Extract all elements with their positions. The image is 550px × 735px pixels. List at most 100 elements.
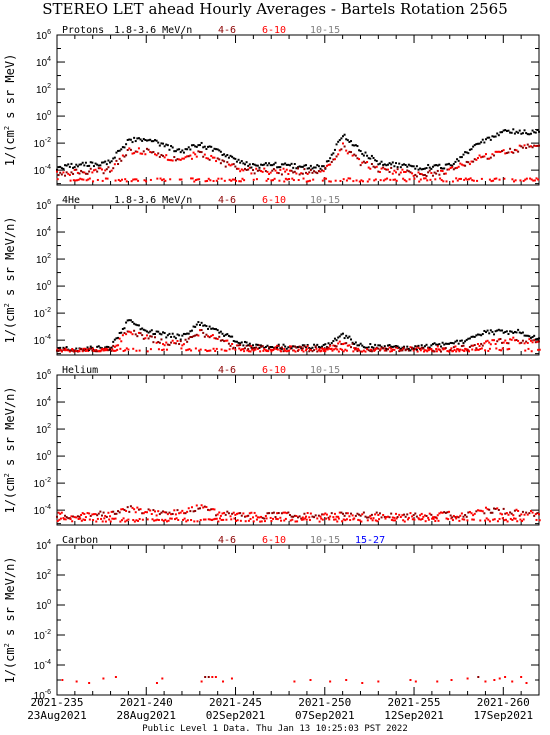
data-point bbox=[263, 348, 266, 351]
data-point bbox=[165, 341, 168, 344]
data-point bbox=[226, 161, 229, 164]
data-point bbox=[67, 172, 70, 175]
data-point bbox=[455, 350, 458, 353]
data-point bbox=[509, 330, 512, 333]
data-point bbox=[518, 514, 521, 517]
data-point bbox=[388, 344, 391, 347]
data-point bbox=[179, 338, 182, 341]
data-point bbox=[377, 344, 380, 347]
data-point bbox=[322, 513, 325, 516]
data-point bbox=[260, 170, 263, 173]
data-point bbox=[532, 179, 535, 182]
data-point bbox=[529, 510, 532, 513]
data-point bbox=[268, 346, 271, 349]
data-point bbox=[216, 157, 219, 160]
data-point bbox=[220, 177, 223, 180]
data-point bbox=[468, 178, 471, 181]
data-point bbox=[173, 150, 176, 153]
data-point bbox=[478, 333, 481, 336]
data-point bbox=[250, 166, 253, 169]
data-point bbox=[472, 145, 475, 148]
data-point bbox=[506, 348, 509, 351]
data-point bbox=[269, 171, 272, 174]
data-point bbox=[331, 349, 334, 352]
data-point bbox=[109, 520, 112, 523]
data-point bbox=[110, 349, 113, 352]
data-point bbox=[110, 169, 113, 172]
data-point bbox=[269, 345, 272, 348]
data-point bbox=[253, 511, 256, 514]
data-point bbox=[176, 158, 179, 161]
data-point bbox=[451, 164, 454, 167]
data-point bbox=[359, 514, 362, 517]
data-point bbox=[497, 134, 500, 137]
data-point bbox=[391, 345, 394, 348]
data-point bbox=[477, 348, 480, 351]
data-point bbox=[408, 178, 411, 181]
data-point bbox=[56, 170, 58, 173]
data-point bbox=[219, 514, 222, 517]
data-point bbox=[232, 346, 235, 349]
data-point bbox=[313, 166, 316, 169]
data-point bbox=[253, 172, 256, 175]
data-point bbox=[393, 348, 396, 351]
data-point bbox=[125, 143, 128, 146]
data-point bbox=[441, 167, 444, 170]
data-point bbox=[96, 345, 99, 348]
data-point bbox=[59, 165, 62, 168]
data-point bbox=[276, 171, 279, 174]
data-point bbox=[352, 180, 355, 183]
legend-10-15: 10-15 bbox=[310, 365, 340, 376]
data-point bbox=[252, 178, 255, 181]
data-point bbox=[383, 349, 386, 352]
data-point bbox=[493, 507, 496, 510]
data-point bbox=[449, 514, 452, 517]
data-point bbox=[113, 156, 116, 159]
data-point bbox=[217, 520, 220, 523]
data-point bbox=[395, 171, 398, 174]
data-point bbox=[525, 177, 528, 180]
data-point bbox=[359, 350, 362, 353]
data-point bbox=[297, 179, 300, 182]
data-point bbox=[136, 335, 139, 338]
data-point bbox=[235, 344, 238, 347]
data-point bbox=[96, 514, 99, 517]
data-point bbox=[107, 166, 110, 169]
data-point bbox=[258, 166, 261, 169]
data-point bbox=[312, 178, 315, 181]
data-point bbox=[145, 334, 148, 337]
data-point bbox=[68, 350, 71, 353]
data-point bbox=[248, 344, 251, 347]
data-point bbox=[528, 512, 531, 515]
data-point bbox=[393, 169, 396, 172]
data-point bbox=[423, 174, 426, 177]
data-point bbox=[268, 162, 271, 165]
data-point bbox=[358, 149, 361, 152]
data-point bbox=[435, 172, 438, 175]
data-point bbox=[118, 157, 121, 160]
data-point bbox=[407, 349, 410, 352]
data-point bbox=[368, 178, 371, 181]
data-point bbox=[513, 330, 516, 333]
data-point bbox=[280, 519, 283, 522]
data-point bbox=[180, 347, 183, 350]
data-point bbox=[92, 513, 95, 516]
data-point bbox=[60, 167, 63, 170]
data-point bbox=[395, 345, 398, 348]
data-point bbox=[137, 331, 140, 334]
data-point bbox=[497, 508, 500, 511]
data-point bbox=[417, 344, 420, 347]
data-point bbox=[288, 178, 291, 181]
data-point bbox=[420, 168, 423, 171]
data-point bbox=[538, 130, 540, 133]
data-point bbox=[156, 177, 159, 180]
data-point bbox=[494, 330, 497, 333]
data-point bbox=[219, 150, 222, 153]
data-point bbox=[309, 347, 312, 350]
data-point bbox=[99, 510, 102, 513]
data-point bbox=[382, 514, 385, 517]
data-point bbox=[75, 350, 78, 353]
data-point bbox=[360, 179, 363, 182]
data-point bbox=[369, 514, 372, 517]
data-point bbox=[372, 517, 375, 520]
